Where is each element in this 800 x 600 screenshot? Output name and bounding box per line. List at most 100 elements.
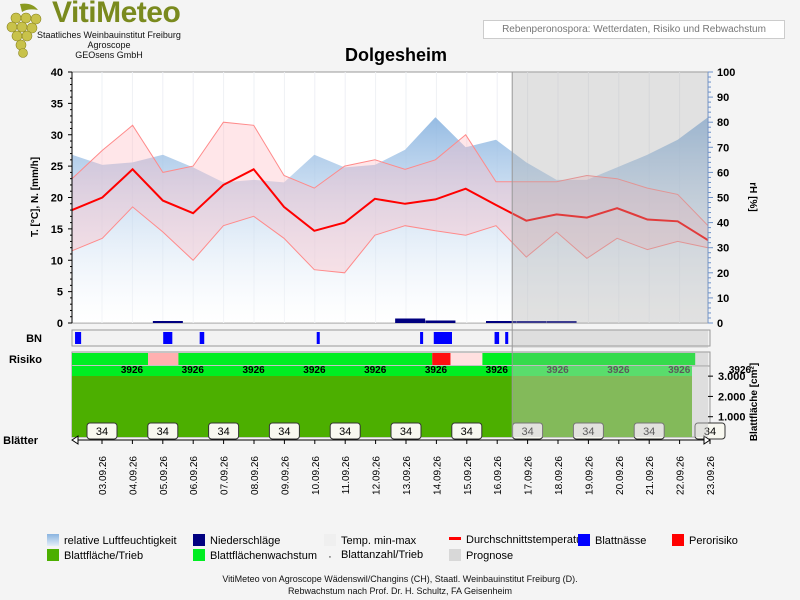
date-strip-label: 3926 [242,365,265,376]
precip-bar [425,320,456,323]
forecast-overlay [512,366,708,437]
y-tick-label-right: 60 [717,167,729,179]
x-tick-label: 21.09.26 [645,456,656,495]
leaf-tick-label: 3.000 [718,371,746,383]
leaf-count-label: 34 [339,426,351,438]
leaf-wetness-bar [505,332,509,344]
y-tick-label-left: 20 [51,193,63,205]
legend-label: Blattanzahl/Trieb [341,549,424,561]
date-strip-label: 3926 [607,365,630,376]
leaf-count-label: 34 [521,426,533,438]
row-label-risk: Risiko [9,354,42,366]
app-logo-title: VitiMeteo [52,0,181,29]
y-tick-label-right: 70 [717,142,729,154]
leaf-count-label: 34 [157,426,169,438]
x-tick-label: 20.09.26 [615,456,626,495]
legend-item-leaf-growth: Blattflächenwachstum [193,549,317,562]
y-tick-label-right: 50 [717,193,729,205]
y-tick-label-left: 15 [51,224,63,236]
x-tick-label: 04.09.26 [128,456,139,495]
date-strip-label: 3926 [303,365,326,376]
leaf-count-box [633,422,665,440]
leaf-count-box [451,422,483,440]
forecast-overlay [512,72,708,323]
header-banner: Rebenperonospora: Wetterdaten, Risiko un… [483,20,785,39]
y-tick-label-right: 0 [717,318,723,330]
leaf-count-box [329,422,361,440]
x-tick-label: 18.09.26 [554,456,565,495]
leaf-count-label: 34 [217,426,229,438]
x-tick-label: 14.09.26 [432,456,443,495]
legend-item-avg-temp: Durchschnittstemperatur [449,534,586,546]
x-tick-label: 22.09.26 [676,456,687,495]
leaf-count-box [208,422,240,440]
date-strip-label: 3926 [425,365,448,376]
weather-chart: Dolgesheim 0 5 10 15 20 25 30 35 40 0 10 20 30 40 50 60… [3,45,760,495]
logo-subtitle-2: Agroscope [87,40,131,50]
y-tick-label-left: 5 [57,287,63,299]
leaf-count-label: 34 [278,426,290,438]
leaf-count-box [268,422,300,440]
chart-legend: relative Luftfeuchtigkeit Niederschläge … [47,533,767,565]
x-tick-label: 03.09.26 [98,456,109,495]
forecast-overlay [512,352,708,366]
leaf-wetness-bar [420,332,424,344]
leaf-count-label: 34 [643,426,655,438]
forecast-overlay [512,330,708,348]
legend-item-precip: Niederschläge [193,534,280,547]
precip-bar [516,321,547,323]
footer-credit-1: VitiMeteo von Agroscope Wädenswil/Changi… [222,574,578,584]
footer-credit-2: Rebwachstum nach Prof. Dr. H. Schultz, F… [287,586,513,596]
x-tick-label: 17.09.26 [524,456,535,495]
leaf-wetness-bar [433,332,452,344]
logo-subtitle-3: GEOsens GmbH [75,50,143,60]
leaf-wetness-bar [163,332,173,344]
x-tick-label: 15.09.26 [463,456,474,495]
x-tick-label: 13.09.26 [402,456,413,495]
risk-segment [482,353,696,365]
legend-item-leaf-area: Blattfläche/Trieb [47,549,143,562]
time-axis-arrow-right [703,435,711,445]
legend-label: Prognose [466,550,514,562]
y-tick-label-left: 40 [51,67,63,79]
x-tick-label: 23.09.26 [706,456,717,495]
risk-segment [148,353,179,365]
risk-segment [432,353,451,365]
grape-logo-icon [6,3,42,58]
risk-segment [178,353,433,365]
y-tick-label-right: 40 [717,218,729,230]
logo-subtitle-1: Staatliches Weinbauinstitut Freiburg [37,30,181,40]
x-tick-label: 05.09.26 [159,456,170,495]
x-tick-label: 06.09.26 [189,456,200,495]
y-axis-title-right: rH [%] [747,182,758,211]
legend-label: Blattnässe [595,535,647,547]
leaf-tick-label: 1.000 [718,412,746,424]
y-tick-label-left: 30 [51,130,63,142]
leaf-count-box [147,422,179,440]
humidity-area [72,117,708,323]
x-tick-label: 10.09.26 [311,456,322,495]
legend-label: Temp. min-max [341,535,417,547]
y-tick-label-right: 100 [717,67,735,79]
leaf-count-label: 34 [461,426,473,438]
x-tick-label: 08.09.26 [250,456,261,495]
y-tick-label-left: 25 [51,161,63,173]
y-tick-label-left: 10 [51,255,63,267]
leaf-axis-title: Blattfläche [cm²] [749,363,760,441]
y-tick-label-right: 90 [717,92,729,104]
leaf-wetness-bar [494,332,500,344]
y-tick-label-right: 20 [717,268,729,280]
legend-label: Niederschläge [210,535,281,547]
x-tick-label: 12.09.26 [372,456,383,495]
leaf-count-label: 34 [96,426,108,438]
date-strip-label: 3926 [364,365,387,376]
leaf-count-label: 34 [400,426,412,438]
row-label-leaves: Blätter [3,435,39,447]
risk-segment [450,353,483,365]
x-tick-label: 07.09.26 [220,456,231,495]
risk-segment [72,353,148,365]
legend-label: Blattflächenwachstum [210,550,317,562]
x-tick-label: 11.09.26 [341,456,352,495]
legend-label: Durchschnittstemperatur [466,534,586,546]
precip-bar [152,321,183,323]
